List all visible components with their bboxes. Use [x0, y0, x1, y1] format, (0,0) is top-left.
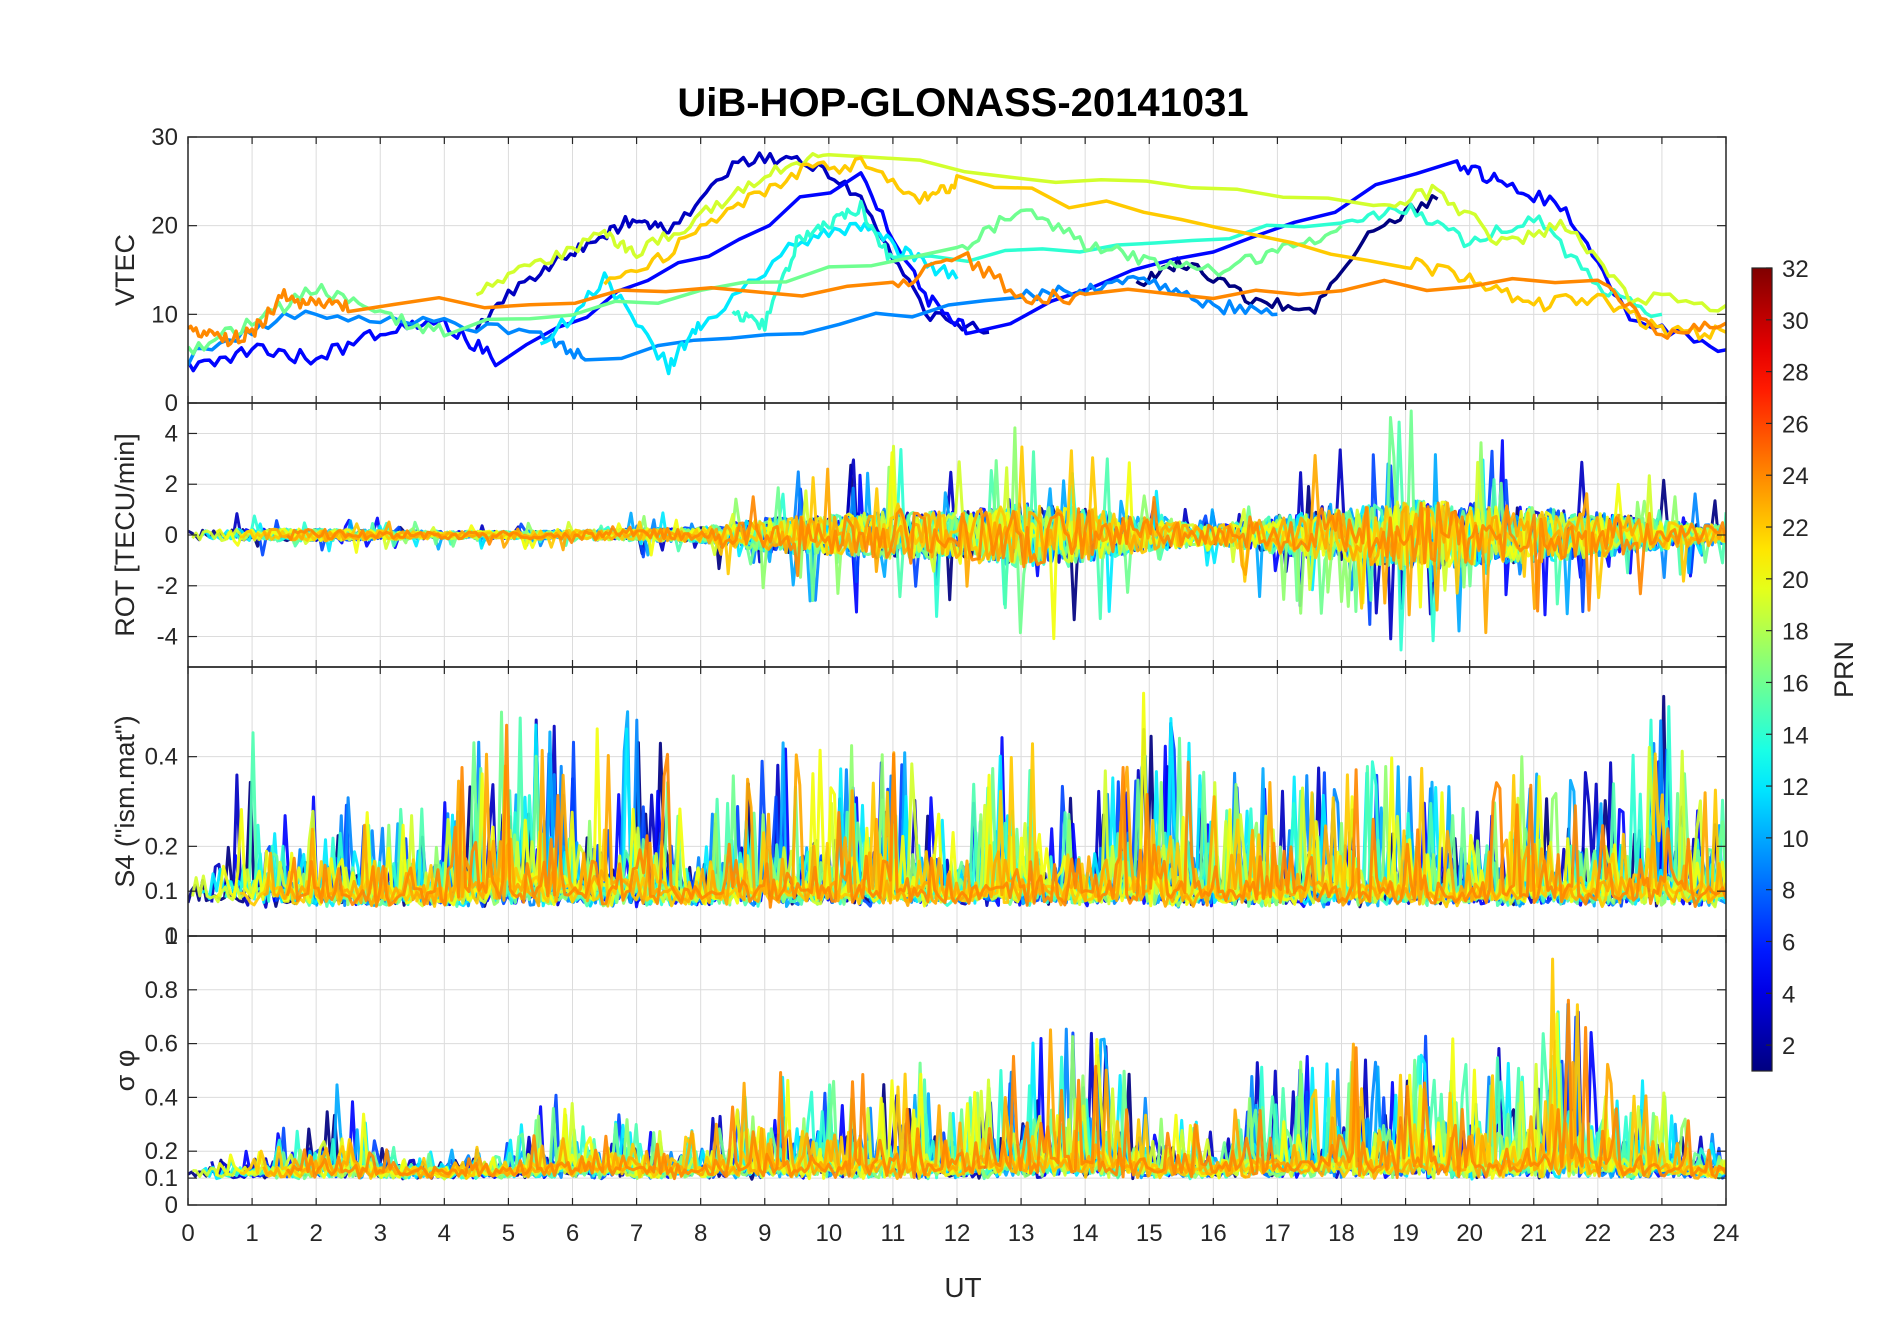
y-tick-label: -4 — [157, 624, 178, 651]
y-tick-label: 0 — [165, 1192, 178, 1219]
x-tick-label: 23 — [1649, 1220, 1676, 1247]
y-tick-label: 0 — [165, 923, 178, 950]
x-tick-label: 8 — [694, 1220, 707, 1247]
colorbar-tick-label: 2 — [1782, 1033, 1795, 1060]
x-tick-label: 19 — [1392, 1220, 1419, 1247]
x-tick-label: 1 — [245, 1220, 258, 1247]
colorbar-tick-label: 6 — [1782, 929, 1795, 956]
x-tick-label: 0 — [181, 1220, 194, 1247]
x-tick-label: 14 — [1072, 1220, 1099, 1247]
x-tick-label: 21 — [1520, 1220, 1547, 1247]
x-tick-label: 13 — [1008, 1220, 1035, 1247]
colorbar-label: PRN — [1829, 641, 1859, 698]
x-axis: 0 1 2 3 4 5 6 7 8 9 10 11 12 13 14 15 16 17 18 19 20 21 22 23 24 — [181, 1220, 1739, 1247]
x-tick-label: 10 — [815, 1220, 842, 1247]
y-tick-label: 0.8 — [145, 977, 178, 1004]
y-tick-label: 4 — [165, 420, 178, 447]
series-line-prn-1 — [1135, 194, 1439, 315]
y-tick-label: 20 — [151, 213, 178, 240]
panel-4: 00.10.20.40.60.81σ φ — [110, 923, 1727, 1219]
x-tick-label: 22 — [1584, 1220, 1611, 1247]
series-line-prn-22 — [603, 156, 1726, 341]
x-tick-label: 4 — [438, 1220, 451, 1247]
colorbar-tick-label: 14 — [1782, 722, 1809, 749]
y-axis-label: ROT [TECU/min] — [110, 433, 140, 637]
series-line-prn-19 — [475, 152, 1726, 313]
chart-title: UiB-HOP-GLONASS-20141031 — [677, 81, 1248, 125]
panel-4-series — [188, 957, 1726, 1181]
y-axis-label: VTEC — [110, 234, 140, 306]
series-line-prn-12 — [539, 221, 959, 376]
panel-2: -4 -2 0 2 4 ROT [TECU/min] — [110, 402, 1727, 668]
x-tick-label: 9 — [758, 1220, 771, 1247]
panel-3-series — [188, 691, 1726, 909]
panel-2-series — [188, 409, 1726, 652]
x-tick-label: 2 — [309, 1220, 322, 1247]
y-tick-label: 0.6 — [145, 1031, 178, 1058]
x-tick-label: 12 — [944, 1220, 971, 1247]
colorbar-tick-label: 20 — [1782, 567, 1809, 594]
x-tick-label: 5 — [502, 1220, 515, 1247]
series-line-prn-24 — [188, 251, 1726, 348]
y-axis-label: S4 ("ism.mat") — [110, 715, 140, 887]
colorbar-tick-label: 32 — [1782, 256, 1809, 283]
y-tick-label: 30 — [151, 124, 178, 151]
y-tick-label: 0 — [165, 522, 178, 549]
x-tick-label: 7 — [630, 1220, 643, 1247]
colorbar-tick-label: 4 — [1782, 981, 1795, 1008]
x-axis-label: UT — [944, 1272, 981, 1303]
x-tick-label: 3 — [374, 1220, 387, 1247]
colorbar-tick-label: 12 — [1782, 774, 1809, 801]
colorbar-tick-label: 28 — [1782, 360, 1809, 387]
y-tick-label: 0.1 — [145, 1165, 178, 1192]
y-tick-label: 0 — [165, 390, 178, 417]
colorbar-gradient — [1752, 268, 1772, 1071]
colorbar-tick-label: 16 — [1782, 670, 1809, 697]
y-tick-label: 0.2 — [145, 1138, 178, 1165]
series-line-prn-23 — [262, 748, 1726, 908]
x-tick-label: 11 — [880, 1220, 905, 1247]
y-tick-label: 0.4 — [145, 1084, 178, 1111]
y-tick-label: 2 — [165, 471, 178, 498]
x-tick-label: 6 — [566, 1220, 579, 1247]
x-tick-label: 18 — [1328, 1220, 1355, 1247]
x-tick-label: 16 — [1200, 1220, 1227, 1247]
colorbar-frame — [1751, 267, 1773, 1072]
colorbar-tick-label: 8 — [1782, 878, 1795, 905]
series-line-prn-24 — [285, 723, 1726, 909]
y-tick-label: 0.4 — [145, 744, 178, 771]
x-tick-label: 24 — [1713, 1220, 1740, 1247]
y-tick-label: 0.2 — [145, 833, 178, 860]
series-line-prn-24 — [286, 998, 1726, 1181]
y-tick-label: 10 — [151, 301, 178, 328]
series-line-prn-16 — [188, 208, 1343, 356]
series-line-prn-24 — [286, 495, 1726, 613]
y-tick-label: 1 — [165, 923, 178, 950]
x-tick-label: 20 — [1456, 1220, 1483, 1247]
x-tick-label: 17 — [1264, 1220, 1291, 1247]
y-tick-label: -2 — [157, 573, 178, 600]
colorbar-tick-label: 24 — [1782, 463, 1809, 490]
colorbar-tick-label: 22 — [1782, 515, 1809, 542]
panel-1-series — [188, 151, 1726, 376]
y-tick-label: 0.1 — [145, 878, 178, 905]
x-tick-label: 15 — [1136, 1220, 1163, 1247]
y-axis-label: σ φ — [110, 1050, 140, 1092]
colorbar-tick-label: 10 — [1782, 826, 1809, 853]
colorbar-tick-label: 26 — [1782, 411, 1809, 438]
colorbar-tick-label: 18 — [1782, 619, 1809, 646]
colorbar-tick-label: 30 — [1782, 308, 1809, 335]
